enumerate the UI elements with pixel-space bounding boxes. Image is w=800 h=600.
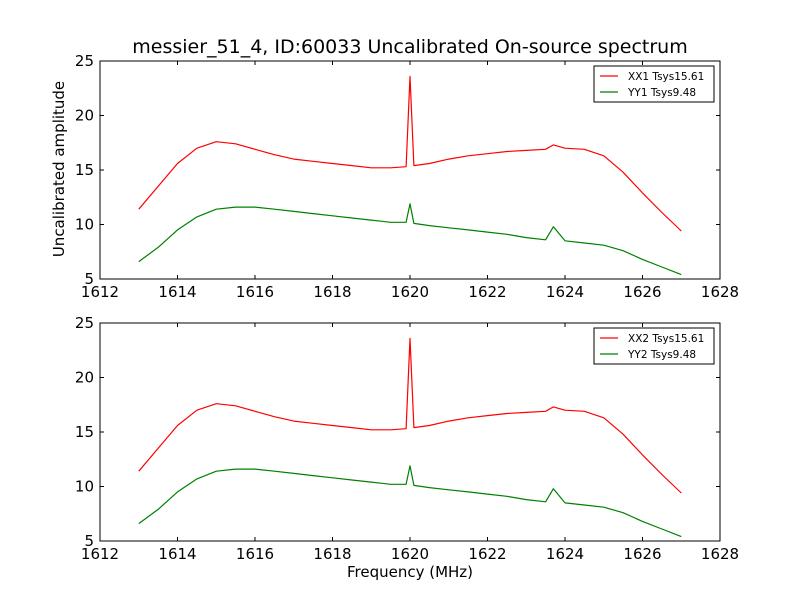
y-tick-label: 10: [75, 478, 94, 496]
x-tick-label: 1614: [158, 545, 196, 563]
x-tick-label: 1626: [623, 545, 661, 563]
x-tick-label: 1622: [468, 283, 506, 301]
x-tick-label: 1616: [236, 283, 274, 301]
legend: XX1 Tsys15.61 YY1 Tsys9.48: [593, 65, 715, 103]
x-tick-label: 1626: [623, 283, 661, 301]
legend-box: [593, 327, 715, 365]
x-axis-label: Frequency (MHz): [347, 563, 473, 581]
y-tick-label: 20: [75, 107, 94, 125]
y-tick-label: 5: [84, 270, 94, 288]
y-tick-label: 5: [84, 532, 94, 550]
legend-box: [593, 65, 715, 103]
x-tick-label: 1624: [546, 283, 584, 301]
x-tick-label: 1622: [468, 545, 506, 563]
series-line-2: [138, 465, 682, 538]
x-tick-label: 1620: [391, 283, 429, 301]
series-line-1: [138, 75, 682, 232]
y-tick-label: 25: [75, 52, 94, 70]
y-tick-label: 15: [75, 423, 94, 441]
x-tick-label: 1628: [701, 283, 739, 301]
series-line-1: [138, 337, 682, 494]
top-panel: 1612 1614 1616 1618 1620 1622 1624 1626 1628 5 10 1…: [75, 52, 739, 301]
legend-entry: XX2 Tsys15.61: [628, 333, 704, 345]
x-tick-label: 1628: [701, 545, 739, 563]
legend-entry: XX1 Tsys15.61: [628, 71, 704, 83]
y-tick-label: 25: [75, 314, 94, 332]
y-axis-label: Uncalibrated amplitude: [50, 81, 68, 257]
x-tick-label: 1620: [391, 545, 429, 563]
figure-title: messier_51_4, ID:60033 Uncalibrated On-s…: [132, 36, 687, 58]
bottom-panel: 1612 1614 1616 1618 1620 1622 1624 1626 1628 5 10 1…: [75, 314, 739, 563]
x-tick-label: 1618: [313, 545, 351, 563]
y-tick-label: 20: [75, 369, 94, 387]
legend: XX2 Tsys15.61 YY2 Tsys9.48: [593, 327, 715, 365]
series-line-2: [138, 203, 682, 276]
y-tick-label: 10: [75, 216, 94, 234]
legend-entry: YY1 Tsys9.48: [627, 87, 696, 99]
x-tick-label: 1612: [81, 545, 119, 563]
x-tick-label: 1618: [313, 283, 351, 301]
legend-entry: YY2 Tsys9.48: [627, 349, 696, 361]
x-tick-label: 1612: [81, 283, 119, 301]
x-tick-label: 1616: [236, 545, 274, 563]
x-tick-label: 1624: [546, 545, 584, 563]
y-tick-label: 15: [75, 161, 94, 179]
x-tick-label: 1614: [158, 283, 196, 301]
